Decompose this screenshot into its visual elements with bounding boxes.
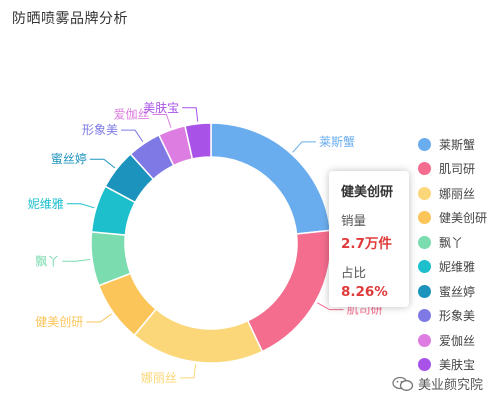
donut-slice[interactable]	[210, 122, 332, 235]
leader-line	[179, 363, 197, 379]
legend-swatch	[418, 162, 431, 176]
legend-item[interactable]: 娜丽丝	[418, 181, 500, 206]
legend-label: 飘丫	[439, 235, 464, 250]
legend-label: 蜜丝婷	[439, 284, 476, 299]
legend-label: 妮维雅	[439, 260, 476, 275]
leader-line	[292, 141, 316, 153]
slice-label: 健美创研	[35, 315, 83, 329]
leader-line	[86, 313, 112, 323]
tooltip: 健美创研 销量 2.7万件 占比 8.26%	[329, 171, 409, 307]
legend-swatch	[418, 333, 431, 347]
tooltip-sales-label: 销量	[341, 213, 367, 228]
donut-slice[interactable]	[133, 308, 264, 364]
watermark-text: 美业颜究院	[418, 378, 484, 393]
legend-swatch	[418, 260, 431, 274]
legend-label: 健美创研	[439, 211, 488, 226]
leader-line	[152, 113, 172, 128]
legend-item[interactable]: 妮维雅	[418, 255, 500, 280]
legend-swatch	[418, 309, 431, 323]
legend-label: 形象美	[439, 309, 476, 324]
legend-item[interactable]: 莱斯蟹	[418, 132, 500, 157]
leader-line	[66, 203, 95, 209]
slice-label: 蜜丝婷	[51, 151, 87, 166]
tooltip-sales-value: 2.7万件	[341, 236, 392, 252]
tooltip-title: 健美创研	[341, 185, 394, 200]
legend-swatch	[418, 235, 431, 249]
slice-label: 形象美	[82, 123, 118, 137]
watermark: 美业颜究院	[392, 374, 483, 393]
leader-line	[89, 158, 116, 169]
legend-item[interactable]: 飘丫	[418, 230, 500, 255]
legend-item[interactable]: 健美创研	[418, 206, 500, 231]
legend-item[interactable]: 美肤宝	[418, 353, 500, 378]
legend-swatch	[418, 284, 431, 298]
wechat-icon	[392, 376, 414, 392]
leader-line	[121, 129, 144, 143]
legend-swatch	[418, 186, 431, 200]
legend-item[interactable]: 形象美	[418, 304, 500, 329]
slice-label: 莱斯蟹	[319, 134, 355, 149]
page-title: 防晒喷雾品牌分析	[12, 11, 128, 27]
legend-label: 莱斯蟹	[439, 137, 476, 152]
legend-label: 娜丽丝	[439, 186, 476, 201]
legend-label: 美肤宝	[439, 358, 476, 373]
tooltip-share-label: 占比	[341, 265, 367, 280]
slice-label: 飘丫	[35, 254, 59, 268]
slice-label: 美肤宝	[143, 100, 179, 115]
legend-item[interactable]: 蜜丝婷	[418, 279, 500, 304]
legend: 莱斯蟹肌司研娜丽丝健美创研飘丫妮维雅蜜丝婷形象美爱伽丝美肤宝	[418, 132, 500, 377]
legend-swatch	[418, 358, 431, 372]
donut-slice[interactable]	[246, 229, 332, 353]
slice-label: 娜丽丝	[141, 371, 177, 385]
leader-line	[317, 302, 344, 311]
legend-swatch	[418, 211, 431, 225]
legend-swatch	[418, 137, 431, 151]
slice-label: 爱伽丝	[113, 106, 149, 121]
legend-item[interactable]: 爱伽丝	[418, 328, 500, 353]
legend-label: 爱伽丝	[439, 333, 476, 348]
leader-line	[182, 107, 199, 122]
leader-line	[62, 258, 91, 262]
legend-label: 肌司研	[439, 162, 476, 177]
slice-label: 妮维雅	[28, 196, 64, 211]
tooltip-share-value: 8.26%	[341, 284, 388, 300]
legend-item[interactable]: 肌司研	[418, 157, 500, 182]
donut-slice[interactable]	[184, 122, 212, 160]
